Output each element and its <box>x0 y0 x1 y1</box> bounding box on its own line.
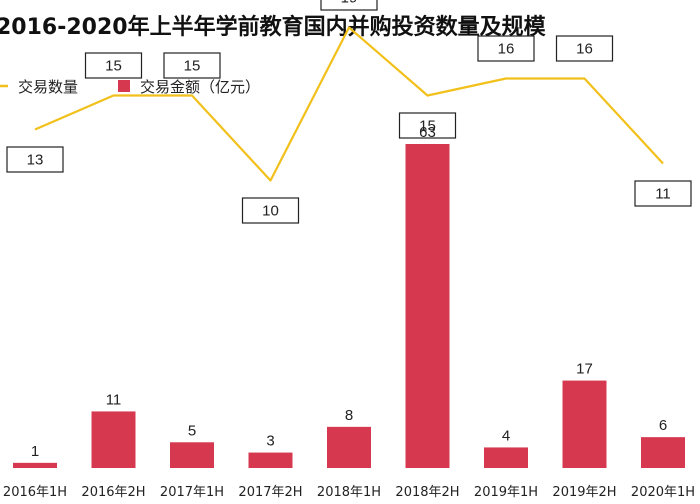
line-value-box <box>634 180 692 207</box>
x-ticks-group: 2016年1H 2016年2H 2017年1H 2017年2H 2018年1H 2018年… <box>3 485 695 500</box>
x-tick-label: 2020年1H <box>631 485 695 500</box>
legend-bar-label: 交易金额（亿元） <box>140 78 260 96</box>
bar <box>91 411 136 468</box>
bar-value-label: 63 <box>419 124 436 141</box>
x-tick-label: 2016年2H <box>81 485 145 500</box>
x-tick-label: 2018年1H <box>317 485 381 500</box>
bar <box>327 426 371 468</box>
line-value-box <box>163 52 221 79</box>
line-value-label: 10 <box>262 203 279 220</box>
bar <box>13 462 57 468</box>
x-tick-label: 2019年1H <box>474 485 538 500</box>
bar <box>248 452 293 468</box>
bars-group <box>13 144 685 468</box>
x-tick-label: 2017年1H <box>160 485 224 500</box>
x-tick-label: 2017年2H <box>238 485 302 500</box>
line-value-box <box>84 52 143 79</box>
line-value-label: 16 <box>576 41 593 58</box>
legend-line-label: 交易数量 <box>18 78 78 96</box>
line-value-label: 15 <box>184 58 201 75</box>
line-value-box <box>320 0 378 11</box>
line-value-label: 19 <box>341 0 358 7</box>
line-value-label: 13 <box>27 152 44 169</box>
bar <box>641 437 685 468</box>
chart-title: 2016-2020年上半年学前教育国内并购投资数量及规模 <box>0 14 547 40</box>
legend-bar-swatch <box>118 80 130 92</box>
bar-value-label: 1 <box>31 443 39 460</box>
line-labels-group: 13 15 15 10 19 15 16 16 11 <box>6 0 692 224</box>
x-tick-label: 2018年2H <box>395 485 459 500</box>
bar-value-label: 6 <box>659 417 667 434</box>
bar <box>562 380 607 468</box>
bar-value-label: 3 <box>266 433 274 450</box>
bar-value-label: 5 <box>188 422 196 439</box>
bar-value-label: 4 <box>502 427 510 444</box>
line-layer <box>34 26 664 182</box>
line-value-label: 11 <box>655 186 671 203</box>
x-tick-label: 2016年1H <box>3 485 67 500</box>
bar <box>170 442 214 468</box>
bar-value-label: 17 <box>576 361 593 378</box>
line-value-box <box>6 146 64 173</box>
line-value-label: 16 <box>498 41 515 58</box>
line-value-box <box>398 112 457 139</box>
line-value-box <box>555 35 614 62</box>
line-value-box <box>241 197 300 224</box>
legend: 交易数量 交易金额（亿元） <box>0 78 260 96</box>
x-tick-label: 2019年2H <box>552 485 616 500</box>
line-series-path <box>34 26 664 182</box>
bar <box>405 144 450 468</box>
line-value-box <box>477 35 535 62</box>
line-value-label: 15 <box>105 58 122 75</box>
bar <box>484 447 528 468</box>
line-value-label: 15 <box>419 118 436 135</box>
bar-value-label: 11 <box>106 391 122 408</box>
bar-value-label: 8 <box>345 407 353 424</box>
